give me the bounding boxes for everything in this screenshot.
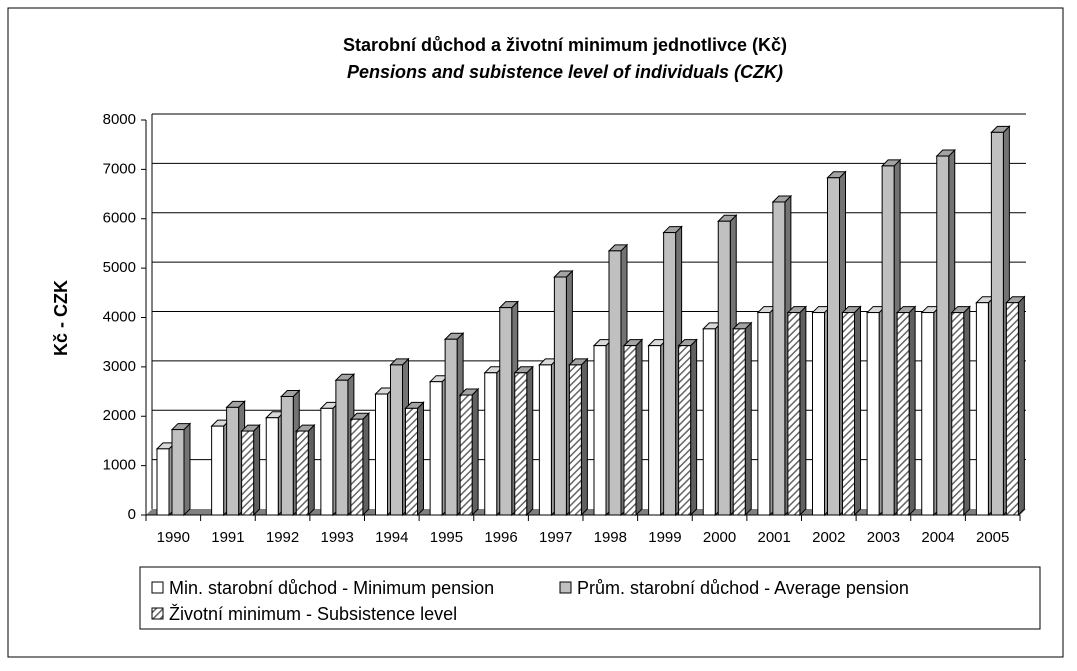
bar	[990, 131, 1004, 516]
bar	[429, 381, 443, 516]
bar	[896, 312, 910, 516]
y-tick-label: 5000	[103, 259, 136, 276]
y-tick-label: 4000	[103, 308, 136, 325]
x-tick-label: 2000	[703, 529, 736, 546]
bar	[335, 379, 349, 516]
bar	[375, 393, 388, 516]
chart-subtitle: Pensions and subistence level of individ…	[347, 62, 783, 82]
y-tick-label: 2000	[103, 407, 136, 424]
bar-side	[253, 423, 261, 517]
x-tick-label: 1999	[648, 529, 681, 546]
x-tick-label: 1995	[430, 529, 463, 546]
bar-side	[1017, 295, 1025, 517]
bar	[295, 430, 309, 516]
x-tick-label: 2004	[921, 529, 954, 546]
x-tick-label: 1998	[594, 529, 627, 546]
bar	[156, 448, 170, 516]
bar-side	[417, 401, 424, 517]
bar	[390, 364, 403, 516]
bar	[623, 345, 637, 516]
bar-side	[307, 423, 315, 517]
bar-side	[744, 321, 752, 517]
x-tick-label: 1990	[157, 529, 190, 546]
bar	[866, 312, 880, 516]
bar	[405, 407, 418, 516]
bar	[280, 396, 294, 516]
x-tick-label: 1997	[539, 529, 572, 546]
bar	[459, 394, 473, 516]
y-tick-label: 1000	[103, 457, 136, 474]
bar	[350, 418, 364, 516]
bar	[593, 345, 607, 516]
legend-swatch	[559, 581, 572, 594]
y-tick-label: 8000	[103, 111, 136, 128]
bar	[211, 425, 225, 516]
bar	[1005, 302, 1019, 516]
x-tick-label: 1994	[375, 529, 408, 546]
x-tick-label: 1992	[266, 529, 299, 546]
bar-side	[854, 305, 861, 517]
bar	[678, 345, 692, 516]
bar-side	[635, 338, 643, 517]
bar	[936, 155, 950, 516]
bar-side	[908, 305, 916, 517]
bar	[484, 372, 498, 516]
x-tick-label: 2002	[812, 529, 845, 546]
bar	[226, 406, 240, 516]
x-tick-label: 1996	[484, 529, 517, 546]
bar	[842, 312, 855, 516]
bar	[499, 307, 513, 516]
bar	[717, 220, 731, 516]
bar-side	[362, 412, 370, 517]
bar-side	[183, 422, 191, 517]
bar	[951, 312, 965, 516]
x-tick-label: 1991	[211, 529, 244, 546]
x-tick-label: 2001	[758, 529, 791, 546]
bar	[444, 338, 458, 516]
bar	[732, 328, 746, 516]
bar	[241, 430, 255, 516]
bar	[757, 312, 771, 516]
legend-swatch	[151, 607, 164, 620]
bar	[787, 312, 801, 516]
x-tick-label: 2005	[976, 529, 1009, 546]
y-tick-label: 6000	[103, 210, 136, 227]
bar	[772, 201, 786, 516]
bar	[608, 250, 622, 516]
bar	[881, 165, 895, 516]
x-tick-label: 1993	[321, 529, 354, 546]
bar	[921, 312, 935, 516]
y-axis-label: Kč - CZK	[51, 280, 71, 356]
legend-label: Prům. starobní důchod - Average pension	[577, 578, 909, 598]
bar	[265, 417, 279, 516]
y-tick-label: 3000	[103, 358, 136, 375]
bar	[827, 177, 840, 516]
bar	[975, 302, 989, 516]
chart-title: Starobní důchod a životní minimum jednot…	[343, 35, 787, 55]
bar	[702, 328, 716, 516]
bar	[553, 276, 567, 516]
y-tick-label: 7000	[103, 160, 136, 177]
bar-side	[580, 357, 588, 517]
bar	[648, 345, 662, 516]
bar-side	[690, 338, 698, 517]
bar	[568, 364, 582, 516]
bar	[171, 429, 185, 516]
bar-side	[526, 365, 534, 517]
bar-side	[799, 305, 807, 517]
bar	[514, 372, 528, 516]
legend-label: Min. starobní důchod - Minimum pension	[169, 578, 494, 598]
bar	[320, 407, 334, 516]
bar	[663, 232, 677, 516]
bar-side	[471, 387, 479, 517]
legend-swatch	[151, 581, 164, 594]
legend-box	[139, 566, 1041, 630]
y-tick-label: 0	[128, 506, 136, 523]
x-tick-label: 2003	[867, 529, 900, 546]
bar	[812, 312, 825, 516]
bar	[538, 364, 552, 516]
legend-label: Životní minimum - Subsistence level	[169, 604, 457, 624]
bar-side	[963, 305, 971, 517]
